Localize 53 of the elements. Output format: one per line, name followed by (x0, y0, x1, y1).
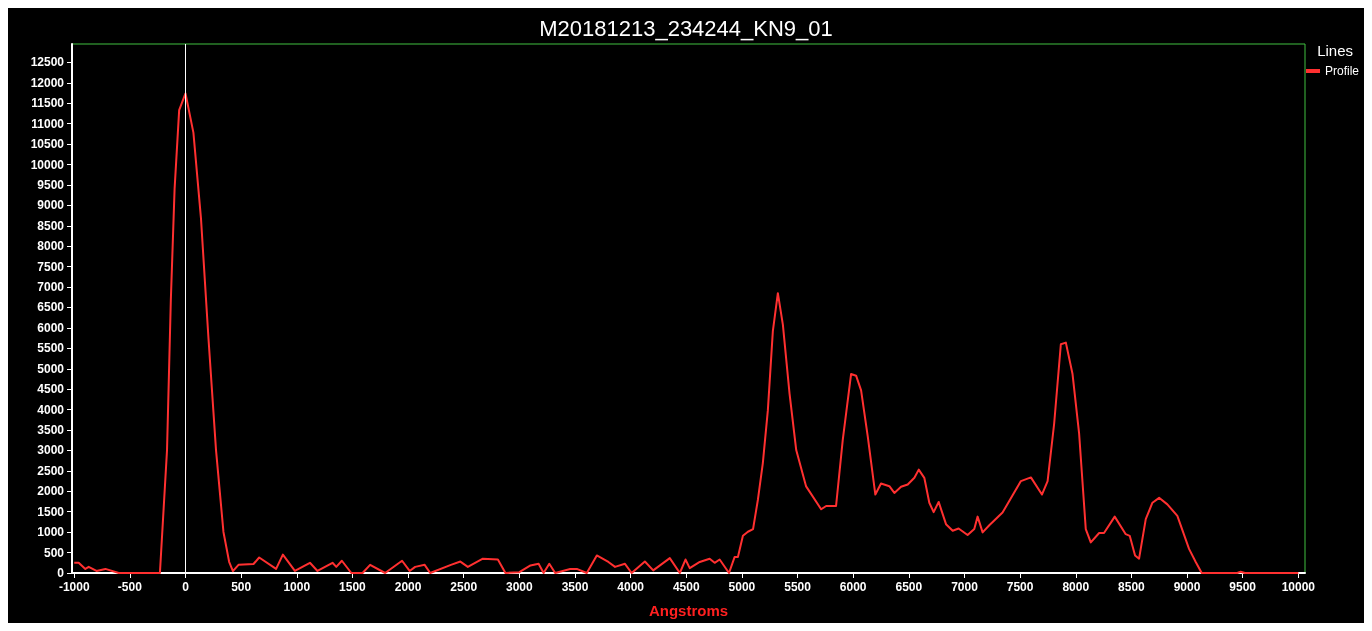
y-tick-label: 10500 (30, 137, 65, 152)
y-tick-label: 8500 (37, 218, 65, 233)
x-tick-label: 8500 (1118, 580, 1146, 594)
x-axis-title: Angstroms (648, 602, 729, 619)
x-tick-label: 500 (231, 580, 252, 594)
x-tick-label: 0 (182, 580, 190, 594)
y-tick-label: 5500 (37, 341, 65, 356)
y-tick-label: 7500 (37, 259, 65, 274)
y-tick-label: 7000 (37, 280, 65, 295)
x-tick-label: 7500 (1006, 580, 1034, 594)
x-tick-label: 1000 (283, 580, 311, 594)
x-tick-label: 9500 (1229, 580, 1257, 594)
y-tick-label: 9000 (37, 198, 65, 213)
y-tick-label: 11000 (31, 116, 65, 131)
x-tick-label: 7000 (951, 580, 979, 594)
y-tick-label: 500 (43, 545, 65, 560)
y-tick-label: 12000 (30, 75, 65, 90)
x-tick-label: 3000 (506, 580, 534, 594)
y-tick-label: 1500 (37, 504, 65, 519)
y-tick-label: 3000 (37, 443, 65, 458)
x-tick-label: 3500 (561, 580, 589, 594)
x-tick-label: 2500 (450, 580, 478, 594)
y-tick-label: 4000 (37, 402, 65, 417)
x-tick-label: 8000 (1062, 580, 1090, 594)
y-tick-label: 3500 (37, 423, 65, 438)
x-tick-label: 10000 (1281, 580, 1316, 594)
x-tick-label: 4000 (617, 580, 645, 594)
x-tick-label: 2000 (394, 580, 422, 594)
y-tick-label: 5000 (37, 361, 65, 376)
x-tick-label: -1000 (58, 580, 90, 594)
x-tick-label: 6500 (895, 580, 923, 594)
y-tick-label: 2500 (37, 463, 65, 478)
y-tick-label: 12500 (30, 55, 65, 70)
x-tick-label: -500 (117, 580, 143, 594)
legend-label: Profile (1324, 64, 1360, 78)
x-tick-label: 5000 (728, 580, 756, 594)
x-tick-label: 1500 (339, 580, 367, 594)
legend-title: Lines (1317, 42, 1353, 59)
x-tick-label: 6000 (839, 580, 867, 594)
x-tick-label: 9000 (1173, 580, 1201, 594)
y-tick-label: 8000 (37, 239, 65, 254)
y-tick-label: 6500 (37, 300, 65, 315)
y-tick-label: 0 (57, 566, 65, 580)
y-tick-label: 6000 (37, 320, 65, 335)
y-tick-label: 10000 (30, 157, 65, 172)
x-tick-label: 5500 (784, 580, 812, 594)
y-tick-label: 2000 (37, 484, 65, 499)
y-tick-label: 11500 (31, 96, 65, 111)
y-tick-label: 4500 (37, 382, 65, 397)
y-tick-label: 1000 (37, 525, 65, 540)
x-tick-label: 4500 (672, 580, 700, 594)
y-tick-label: 9500 (37, 177, 65, 192)
chart-title: M20181213_234244_KN9_01 (539, 15, 833, 41)
